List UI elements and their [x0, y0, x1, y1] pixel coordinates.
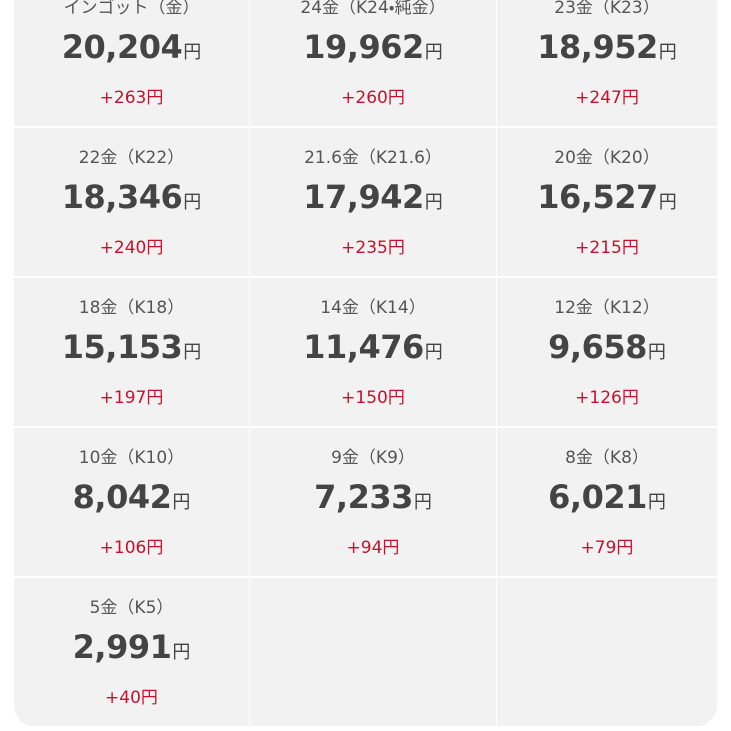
price-line: 18,952円 — [497, 28, 717, 72]
metal-label: 10金（K10） — [78, 448, 185, 468]
price-cell: 22金（K22） 18,346円 +240円 — [14, 128, 249, 276]
metal-label: インゴット（金） — [63, 0, 200, 18]
price-cell: 5金（K5） 2,991円 +40円 — [14, 578, 249, 726]
price-unit: 円 — [172, 642, 191, 663]
price-cell: 21.6金（K21.6） 17,942円 +235円 — [250, 128, 496, 276]
price-change: +240円 — [99, 238, 164, 258]
price-cell: 14金（K14） 11,476円 +150円 — [250, 278, 496, 426]
price-line: 11,476円 — [250, 328, 496, 372]
price-cell — [250, 578, 496, 726]
price-change: +40円 — [105, 688, 158, 708]
price-cell — [497, 578, 717, 726]
price-value: 17,942 — [303, 178, 424, 216]
price-unit: 円 — [647, 342, 666, 363]
price-cell: 8金（K8） 6,021円 +79円 — [497, 428, 717, 576]
price-line: 20,204円 — [14, 28, 249, 72]
price-unit: 円 — [658, 42, 677, 63]
price-value: 9,658 — [548, 328, 647, 366]
price-unit: 円 — [424, 192, 443, 213]
price-value: 18,952 — [537, 28, 658, 66]
price-value: 16,527 — [537, 178, 658, 216]
price-cell: 10金（K10） 8,042円 +106円 — [14, 428, 249, 576]
price-unit: 円 — [183, 42, 202, 63]
price-line: 15,153円 — [14, 328, 249, 372]
price-change: +235円 — [341, 238, 405, 258]
price-value: 2,991 — [72, 628, 172, 666]
price-change: +126円 — [575, 388, 639, 408]
price-unit: 円 — [413, 492, 432, 513]
price-cell: 20金（K20） 16,527円 +215円 — [497, 128, 717, 276]
price-unit: 円 — [424, 42, 443, 63]
price-value: 15,153 — [61, 328, 183, 366]
metal-label: 9金（K9） — [331, 448, 415, 468]
price-line: 16,527円 — [497, 178, 717, 222]
price-unit: 円 — [647, 492, 666, 513]
price-line: 8,042円 — [14, 478, 249, 522]
price-change: +79円 — [580, 538, 634, 558]
metal-label: 21.6金（K21.6） — [304, 148, 442, 168]
price-unit: 円 — [183, 192, 202, 213]
price-cell: 24金（K24・純金） 19,962円 +260円 — [250, 0, 496, 126]
price-unit: 円 — [658, 192, 677, 213]
metal-label: 12金（K12） — [554, 298, 660, 318]
price-value: 6,021 — [548, 478, 647, 516]
metal-label: 5金（K5） — [89, 598, 174, 618]
price-cell: インゴット（金） 20,204円 +263円 — [14, 0, 249, 126]
metal-label: 22金（K22） — [78, 148, 185, 168]
price-value: 8,042 — [72, 478, 172, 516]
price-cell: 9金（K9） 7,233円 +94円 — [250, 428, 496, 576]
price-line: 9,658円 — [497, 328, 717, 372]
price-line: 19,962円 — [250, 28, 496, 72]
metal-label: 20金（K20） — [554, 148, 660, 168]
price-line: 17,942円 — [250, 178, 496, 222]
price-cell: 12金（K12） 9,658円 +126円 — [497, 278, 717, 426]
price-line: 6,021円 — [497, 478, 717, 522]
price-change: +197円 — [99, 388, 164, 408]
price-value: 7,233 — [314, 478, 413, 516]
metal-label: 8金（K8） — [565, 448, 649, 468]
price-value: 20,204 — [61, 28, 183, 66]
price-change: +247円 — [575, 88, 639, 108]
price-unit: 円 — [183, 342, 202, 363]
price-value: 11,476 — [303, 328, 424, 366]
price-cell: 23金（K23） 18,952円 +247円 — [497, 0, 717, 126]
price-line: 18,346円 — [14, 178, 249, 222]
price-grid: インゴット（金） 20,204円 +263円 24金（K24・純金） 19,962円 +2… — [14, 0, 717, 727]
metal-label: 18金（K18） — [78, 298, 185, 318]
price-change: +94円 — [346, 538, 400, 558]
metal-label: 14金（K14） — [320, 298, 426, 318]
price-change: +106円 — [99, 538, 164, 558]
price-unit: 円 — [424, 342, 443, 363]
metal-label: 24金（K24・純金） — [300, 0, 446, 18]
price-change: +150円 — [341, 388, 405, 408]
price-change: +263円 — [99, 88, 164, 108]
price-cell: 18金（K18） 15,153円 +197円 — [14, 278, 249, 426]
price-line: 2,991円 — [14, 628, 249, 672]
price-change: +215円 — [575, 238, 639, 258]
price-value: 19,962 — [303, 28, 424, 66]
price-value: 18,346 — [61, 178, 183, 216]
metal-label: 23金（K23） — [554, 0, 660, 18]
price-unit: 円 — [172, 492, 191, 513]
price-line: 7,233円 — [250, 478, 496, 522]
price-change: +260円 — [341, 88, 405, 108]
